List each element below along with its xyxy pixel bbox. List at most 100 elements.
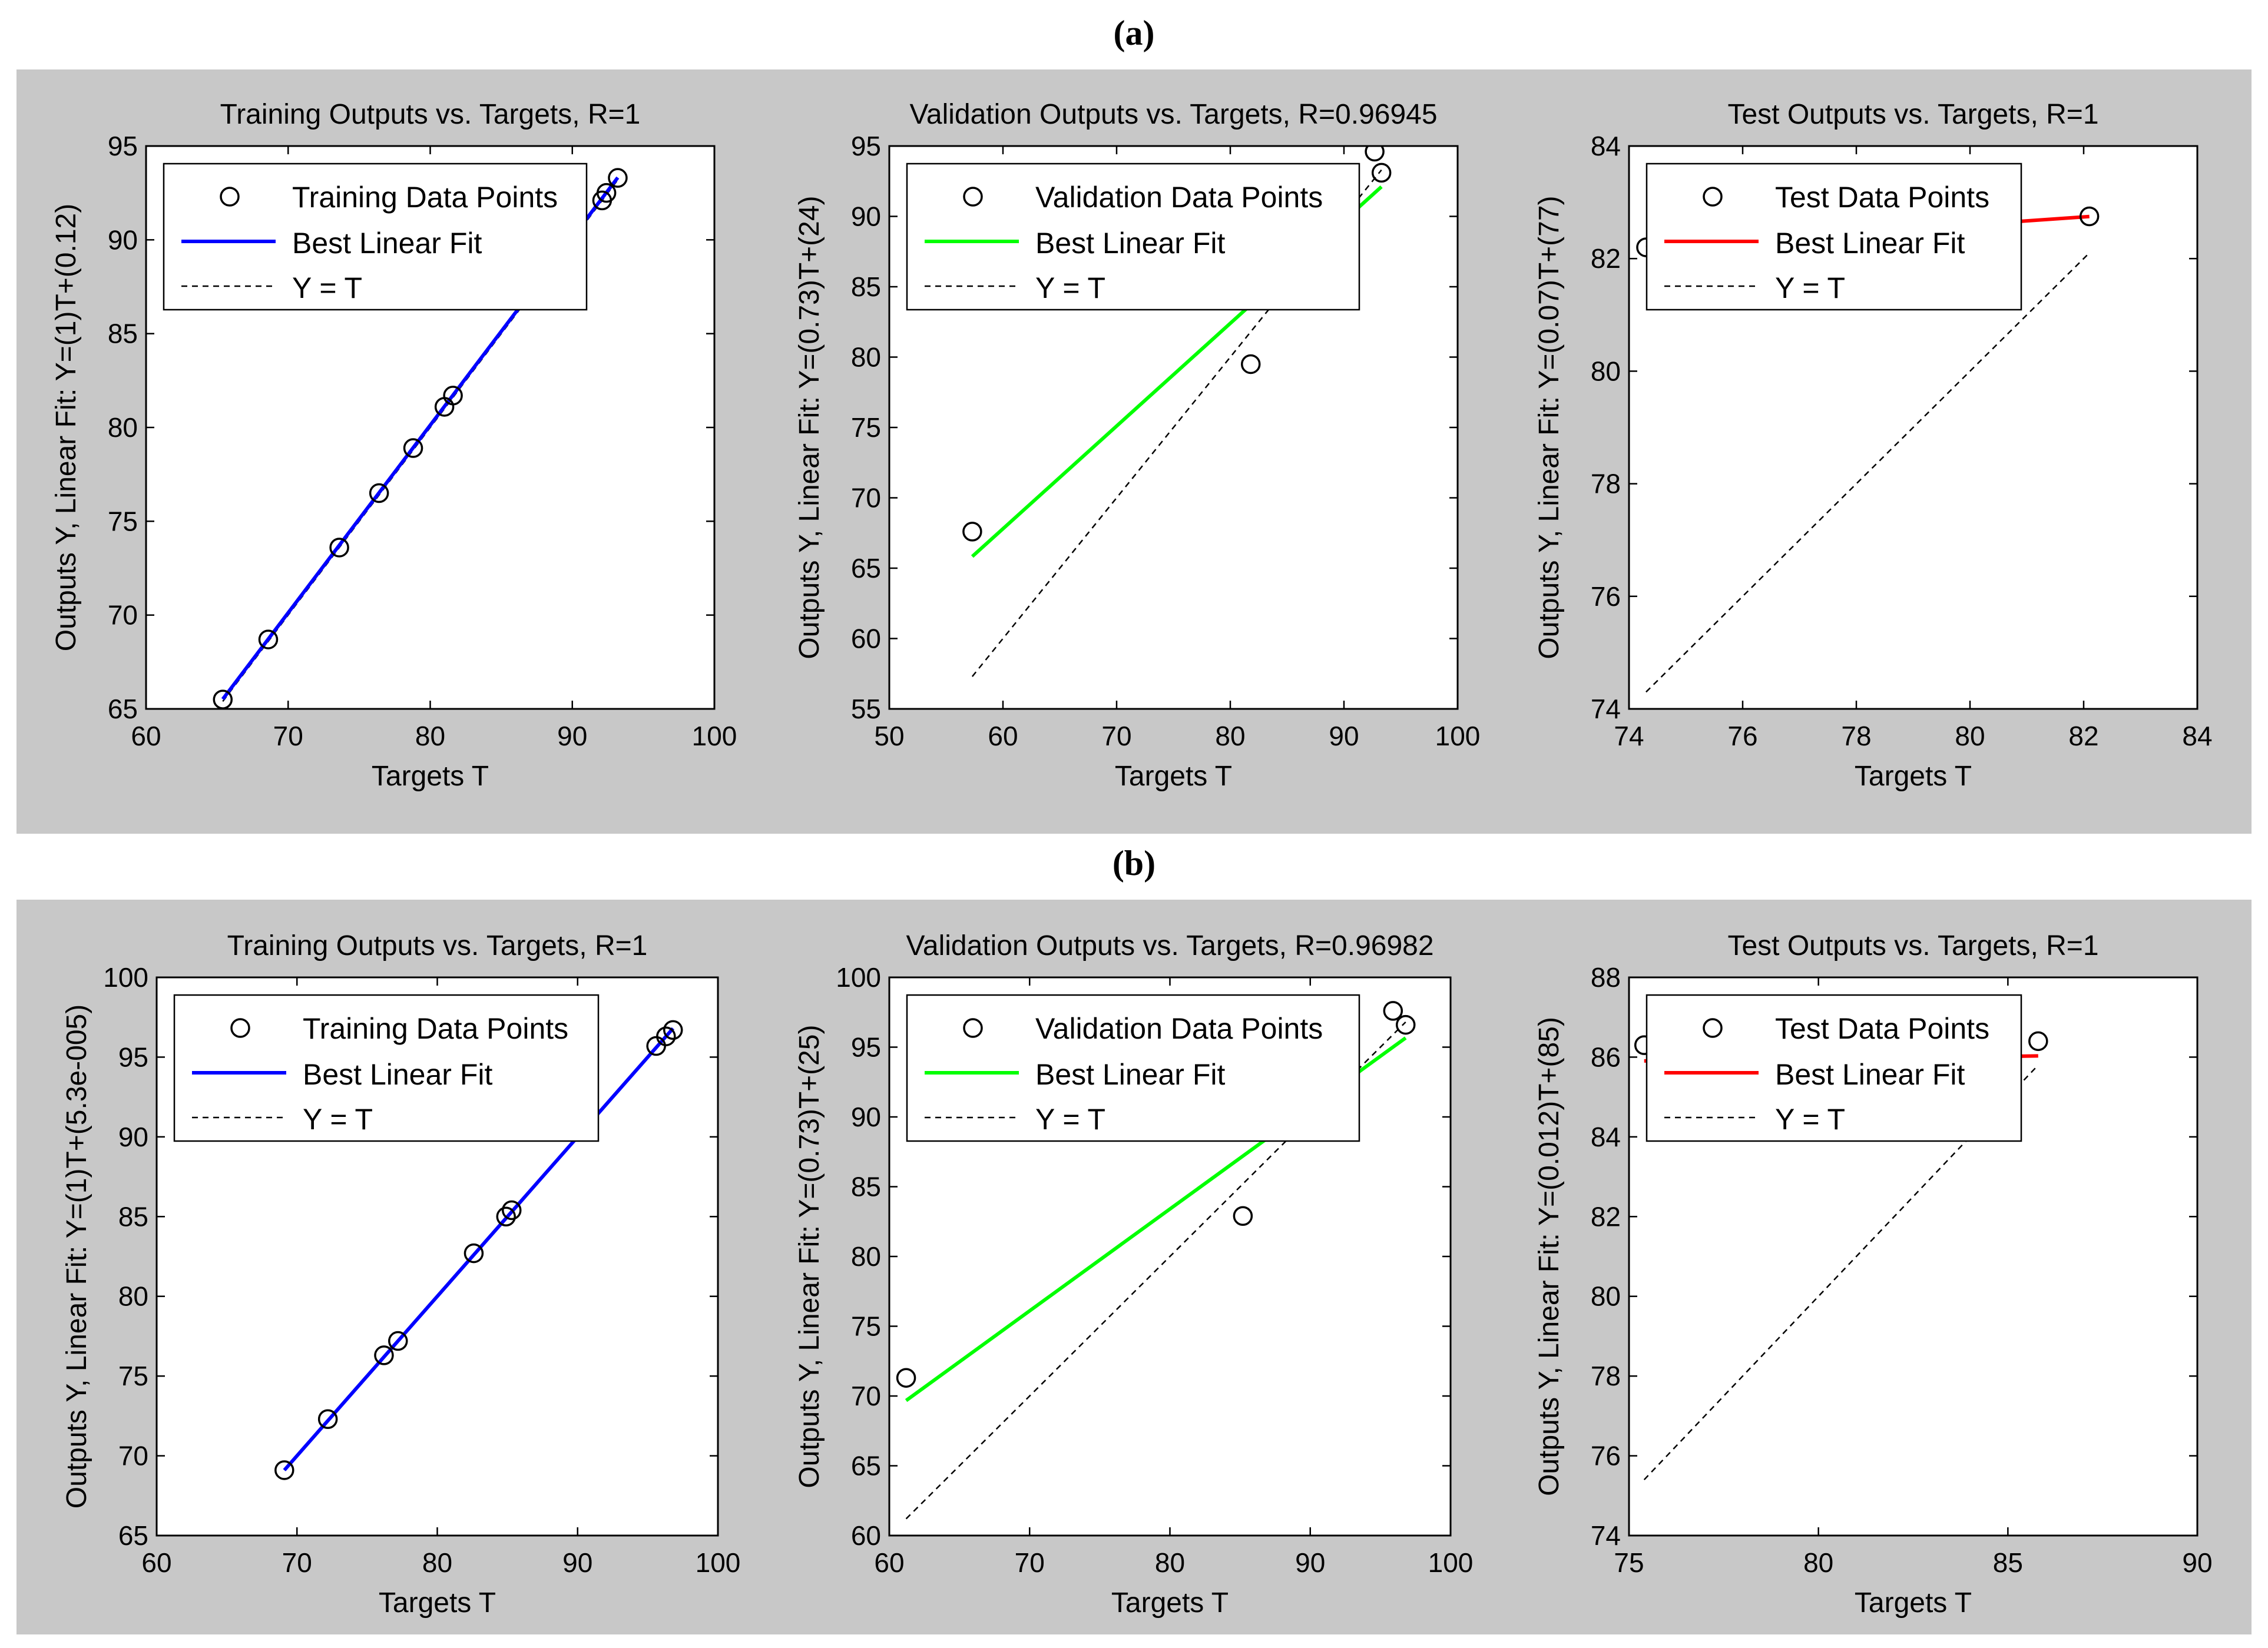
legend-label: Y = T (1035, 271, 1105, 304)
y-tick-label: 100 (836, 962, 881, 993)
data-point (213, 689, 233, 709)
x-tick-label: 80 (1955, 721, 1985, 751)
best-fit-line (283, 1027, 675, 1471)
legend-marker-points (1703, 187, 1723, 207)
chart-title: Validation Outputs vs. Targets, R=0.9698… (906, 930, 1433, 961)
y-tick-label: 84 (1591, 1122, 1621, 1152)
y-tick-label: 76 (1591, 581, 1621, 612)
x-tick-label: 75 (1614, 1547, 1644, 1578)
x-tick-label: 78 (1841, 721, 1871, 751)
y-tick-label: 60 (851, 1520, 881, 1551)
plot-data (274, 1020, 683, 1480)
data-point (329, 538, 349, 558)
legend-marker-points (1703, 1018, 1723, 1038)
y-tick-label: 76 (1591, 1441, 1621, 1471)
x-tick-label: 80 (1803, 1547, 1833, 1578)
y-axis-label: Outputs Y, Linear Fit: Y=(0.73)T+(25) (794, 1024, 825, 1488)
legend-label: Test Data Points (1775, 181, 1989, 214)
y-tick-label: 84 (1591, 131, 1621, 161)
x-tick-label: 90 (1329, 721, 1359, 751)
y-tick-label: 70 (851, 1381, 881, 1411)
y-tick-label: 100 (103, 962, 148, 993)
y-tick-label: 95 (118, 1042, 148, 1072)
legend-label: Best Linear Fit (1035, 227, 1225, 260)
chart-b-3: 60 70 80 90 100 65 70 75 80 85 90 95 100 Training Out… (61, 930, 740, 1619)
x-axis-label: Targets T (1111, 1587, 1229, 1619)
data-point (1383, 1001, 1403, 1021)
data-point (443, 386, 463, 406)
y-tick-label: 80 (851, 1241, 881, 1272)
chart-a-1: 50 60 70 80 90 100 55 60 65 70 75 80 85 90 95 Validatio… (794, 99, 1480, 792)
legend-marker-points (963, 187, 983, 207)
x-axis-label: Targets T (1855, 1587, 1972, 1619)
y-tick-label: 86 (1591, 1042, 1621, 1072)
y-tick-label: 80 (1591, 1281, 1621, 1312)
y-tick-label: 65 (118, 1520, 148, 1551)
data-point (274, 1460, 294, 1480)
x-tick-label: 90 (557, 721, 587, 751)
data-point (1371, 163, 1392, 183)
y-tick-label: 80 (118, 1281, 148, 1312)
legend-label: Training Data Points (303, 1012, 568, 1045)
x-tick-label: 70 (282, 1547, 312, 1578)
y-tick-label: 75 (118, 1361, 148, 1391)
x-tick-label: 70 (273, 721, 303, 751)
legend-label: Test Data Points (1775, 1012, 1989, 1045)
y-tick-label: 75 (851, 412, 881, 443)
y-tick-label: 85 (851, 1172, 881, 1202)
data-point (656, 1026, 676, 1046)
y-tick-label: 82 (1591, 243, 1621, 274)
legend-box (906, 163, 1360, 311)
data-point (317, 1409, 338, 1430)
chart-b-4: 60 70 80 90 100 60 65 70 75 80 85 90 95 100 Validation… (794, 930, 1473, 1619)
y-tick-label: 80 (1591, 356, 1621, 386)
x-tick-label: 80 (1155, 1547, 1185, 1578)
x-tick-label: 85 (1993, 1547, 2023, 1578)
data-point (1240, 354, 1261, 374)
chart-title: Test Outputs vs. Targets, R=1 (1727, 930, 2098, 961)
legend-label: Best Linear Fit (1035, 1058, 1225, 1091)
data-point (374, 1345, 394, 1365)
y-tick-label: 75 (108, 506, 138, 536)
y-tick-label: 85 (851, 271, 881, 302)
data-point (1365, 146, 1385, 162)
legend-marker-points (230, 1018, 250, 1038)
legend-label: Validation Data Points (1035, 1012, 1323, 1045)
y-tick-label: 95 (108, 131, 138, 161)
y-tick-label: 60 (851, 624, 881, 654)
x-tick-label: 70 (1015, 1547, 1045, 1578)
x-tick-label: 100 (692, 721, 737, 751)
data-point (463, 1243, 484, 1264)
x-tick-label: 90 (1295, 1547, 1325, 1578)
legend-label: Y = T (1775, 271, 1845, 304)
legend-label: Best Linear Fit (292, 227, 482, 260)
data-point (502, 1200, 522, 1221)
y-tick-label: 74 (1591, 694, 1621, 724)
x-tick-label: 76 (1727, 721, 1757, 751)
chart-title: Training Outputs vs. Targets, R=1 (227, 930, 648, 961)
data-point (496, 1206, 516, 1227)
data-point (369, 483, 389, 503)
legend-marker-points (963, 1018, 983, 1038)
legend-label: Y = T (1035, 1103, 1105, 1136)
chart-title: Test Outputs vs. Targets, R=1 (1727, 99, 2098, 130)
y-tick-label: 90 (851, 201, 881, 232)
y-tick-label: 80 (851, 342, 881, 373)
data-point (2028, 1031, 2048, 1052)
chart-a-2: 74 76 78 80 82 84 74 76 78 80 82 84 Test Outputs vs.… (1534, 99, 2213, 792)
y-tick-label: 70 (851, 483, 881, 513)
y-axis-label: Outputs Y, Linear Fit: Y=(0.73)T+(24) (794, 195, 825, 659)
y-tick-label: 95 (851, 131, 881, 161)
data-point (608, 168, 628, 188)
legend-box (906, 994, 1360, 1142)
data-point (896, 1368, 916, 1388)
x-tick-label: 82 (2068, 721, 2098, 751)
legend-label: Y = T (1775, 1103, 1845, 1136)
data-point (258, 629, 279, 649)
x-tick-label: 74 (1614, 721, 1644, 751)
y-tick-label: 82 (1591, 1201, 1621, 1232)
data-point (2079, 206, 2100, 227)
x-tick-label: 100 (1428, 1547, 1474, 1578)
y-tick-label: 85 (108, 319, 138, 349)
